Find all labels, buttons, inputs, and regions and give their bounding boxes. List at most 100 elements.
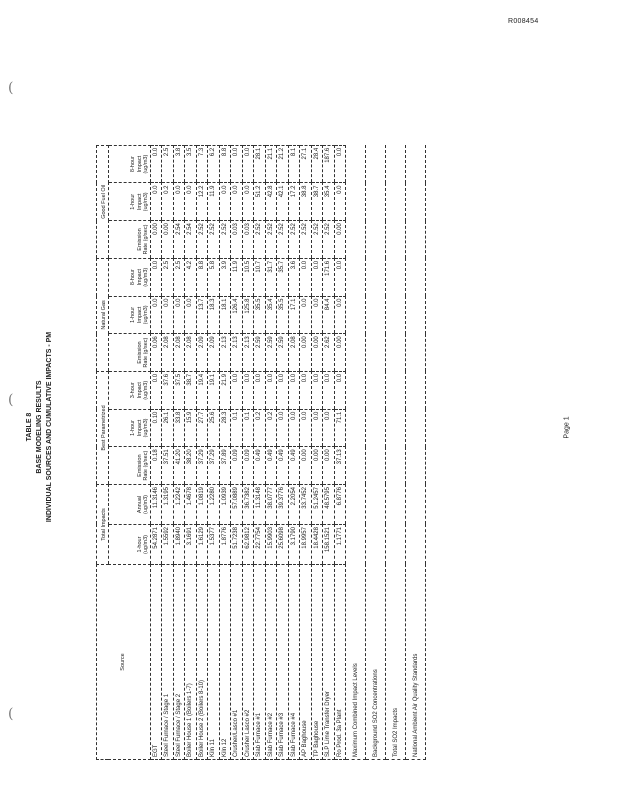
- value-cell: 1.3195: [161, 484, 173, 525]
- column-header: 1-hour Impact (ug/m3): [108, 296, 150, 334]
- value-cell: 0.00: [311, 333, 323, 372]
- value-cell: 4.2: [184, 258, 196, 297]
- value-cell: 1.5592: [161, 524, 173, 565]
- summary-blank: [385, 145, 406, 565]
- value-cell: 1.0819: [196, 484, 208, 525]
- summary-blank: [405, 145, 426, 565]
- column-header: 1-hour (ug/m3): [108, 524, 150, 565]
- rotated-table-container: Source Total Impacts Best Parametrized N…: [96, 145, 431, 760]
- value-cell: 0.00: [161, 220, 173, 259]
- table-row: Crusher Lasco #2 62.9812 36.7382 0.09 0.1 0.0…: [242, 145, 254, 760]
- column-header: 1-hour Impact (ug/m3): [108, 409, 150, 447]
- value-cell: 27.1: [299, 145, 311, 183]
- value-cell: 37.29: [196, 446, 208, 485]
- value-cell: 2.54: [173, 220, 185, 259]
- value-cell: 37.13: [334, 446, 346, 485]
- value-cell: 0.0: [299, 409, 311, 447]
- value-cell: 0.0: [184, 183, 196, 221]
- value-cell: 1.5377: [207, 524, 219, 565]
- summary-row: Maximum Combined Impact Levels: [345, 145, 366, 760]
- value-cell: 0.49: [265, 446, 277, 485]
- table-row: Ro Prod. 3a Plant 1.1771 6.8776 37.13 71.1 0.…: [334, 145, 346, 760]
- value-cell: 35.5: [276, 296, 288, 334]
- value-cell: 17.2: [288, 183, 300, 221]
- value-cell: 0.0: [334, 296, 346, 334]
- source-name-cell: AP Baghouse: [299, 564, 311, 760]
- value-cell: 2.5: [161, 145, 173, 183]
- value-cell: 2.52: [207, 220, 219, 259]
- value-cell: 2.54: [184, 220, 196, 259]
- value-cell: 2.52: [311, 220, 323, 259]
- source-name-cell: Ro Prod. 3a Plant: [334, 564, 346, 760]
- value-cell: 0.0: [242, 145, 254, 183]
- scan-mark: (: [8, 392, 14, 408]
- table-row: Kiln 12 1.8776 1.0939 37.89 28.3 21.9 2.13 18.1…: [219, 145, 231, 760]
- value-cell: 28.1: [253, 145, 265, 183]
- column-header: 3-hour Impact (ug/m3): [108, 371, 150, 410]
- table-row: Crusher/Lasco #1 51.7238 57.0889 0.09 0.1 0.0…: [230, 145, 242, 760]
- value-cell: 0.0: [334, 183, 346, 221]
- value-cell: 0.0: [299, 296, 311, 334]
- table-row: Slab Furnace #4 3.1790 2.2054 0.49 0.0 0.0 2.0…: [288, 145, 300, 760]
- value-cell: 57.0889: [230, 484, 242, 525]
- value-cell: 6.8776: [334, 484, 346, 525]
- source-name-cell: EGT: [150, 564, 162, 760]
- value-cell: 0.0: [311, 258, 323, 297]
- summary-label: Total SO2 Impacts: [385, 564, 406, 760]
- scan-mark: (: [8, 80, 14, 96]
- source-name-cell: Slab Furnace #4: [288, 564, 300, 760]
- value-cell: 11.3148: [253, 484, 265, 525]
- value-cell: 37.51: [161, 446, 173, 485]
- value-cell: 0.10: [150, 409, 162, 447]
- table-row: Slab Furnace #3 25.6098 39.3776 0.49 0.0 0.0 2…: [276, 145, 288, 760]
- value-cell: 51.7238: [230, 524, 242, 565]
- value-cell: 0.0: [184, 296, 196, 334]
- value-cell: 41.20: [173, 446, 185, 485]
- table-row: EGT 54.2871 11.3146 0.18 0.10 0.0 0.06 0.0 0.0 0.…: [150, 145, 162, 760]
- value-cell: 42.8: [265, 183, 277, 221]
- value-cell: 2.52: [276, 220, 288, 259]
- value-cell: 2.2054: [288, 484, 300, 525]
- value-cell: 33.7452: [299, 484, 311, 525]
- value-cell: 8.1: [288, 145, 300, 183]
- value-cell: 2.52: [299, 220, 311, 259]
- page-number: Page 1: [563, 416, 571, 439]
- value-cell: 0.09: [230, 446, 242, 485]
- value-cell: 0.1: [242, 409, 254, 447]
- value-cell: 3.1790: [288, 524, 300, 565]
- value-cell: 0.0: [334, 371, 346, 410]
- value-cell: 0.18: [150, 446, 162, 485]
- table-row: TP Baghouse 18.4428 51.2457 0.00 0.0 0.0 0.00 0…: [311, 145, 323, 760]
- value-cell: 26.1: [161, 409, 173, 447]
- value-cell: 0.0: [230, 183, 242, 221]
- source-name-cell: Boiler House 2 (Boilers 8-10): [196, 564, 208, 760]
- value-cell: 1.8940: [173, 524, 185, 565]
- value-cell: 2.52: [265, 220, 277, 259]
- value-cell: 21.2: [276, 145, 288, 183]
- value-cell: 38.0777: [265, 484, 277, 525]
- value-cell: 0.0: [150, 296, 162, 334]
- value-cell: 10.7: [253, 258, 265, 297]
- value-cell: 2.08: [184, 333, 196, 372]
- value-cell: 0.0: [334, 145, 346, 183]
- value-cell: 0.0: [150, 145, 162, 183]
- value-cell: 0.03: [242, 220, 254, 259]
- table-row: Kiln 11 1.5377 1.2280 37.29 25.6 19.1 2.09 18.3…: [207, 145, 219, 760]
- value-cell: 2.59: [265, 333, 277, 372]
- value-cell: 0.03: [230, 220, 242, 259]
- summary-row: Background SO2 Concentrations: [365, 145, 386, 760]
- title-line-1: TABLE 8: [26, 412, 33, 442]
- value-cell: 3.6: [288, 258, 300, 297]
- value-cell: 0.09: [242, 446, 254, 485]
- value-cell: 0.0: [242, 183, 254, 221]
- value-cell: 0.1: [230, 409, 242, 447]
- value-cell: 15.9: [184, 409, 196, 447]
- source-header: Source: [96, 564, 150, 760]
- value-cell: 2.09: [196, 333, 208, 372]
- value-cell: 0.2: [161, 183, 173, 221]
- value-cell: 2.08: [173, 333, 185, 372]
- value-cell: 2.5: [161, 258, 173, 297]
- value-cell: 1.2280: [207, 484, 219, 525]
- source-name-cell: Slab Furnace #1: [253, 564, 265, 760]
- table-row: SLP Lime Transfer Dryer 158.1521 48.5795 0.…: [322, 145, 334, 760]
